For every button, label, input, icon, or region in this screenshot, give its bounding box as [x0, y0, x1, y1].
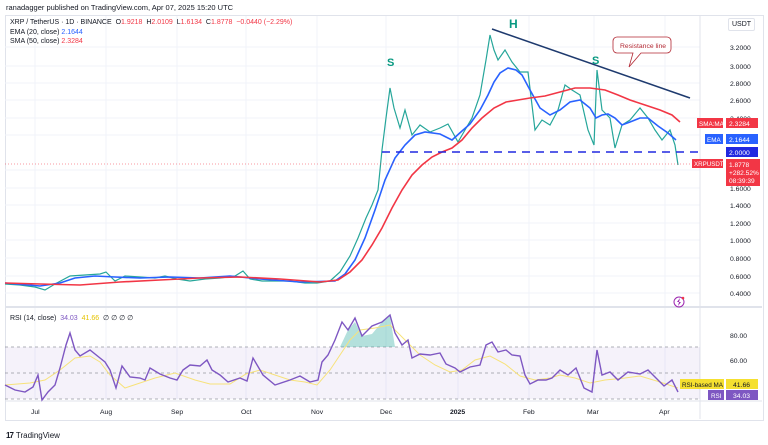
change-value: −0.0440 (−2.29%) — [236, 19, 293, 26]
rsi-axis[interactable]: 80.00 60.00 — [730, 333, 747, 365]
svg-text:+282.52%: +282.52% — [729, 170, 759, 177]
resistance-callout[interactable]: Resistance line — [612, 36, 672, 68]
svg-text:Sep: Sep — [171, 409, 183, 416]
svg-text:EMA: EMA — [707, 137, 721, 144]
svg-text:Resistance line: Resistance line — [620, 43, 666, 50]
svg-text:1.4000: 1.4000 — [730, 203, 751, 210]
chart-frame — [5, 15, 764, 421]
svg-text:80.00: 80.00 — [730, 333, 747, 340]
svg-text:1.2000: 1.2000 — [730, 221, 751, 228]
svg-text:Oct: Oct — [241, 409, 252, 416]
svg-text:2.3284: 2.3284 — [729, 121, 750, 128]
svg-text:1.0000: 1.0000 — [730, 238, 751, 245]
resistance-line[interactable] — [491, 28, 691, 99]
svg-text:1.6000: 1.6000 — [730, 186, 751, 193]
svg-text:1.8778: 1.8778 — [729, 162, 750, 169]
rsi-levels — [5, 346, 700, 400]
ema-badge: EMA 2.1644 — [705, 134, 758, 144]
svg-text:2025: 2025 — [450, 409, 465, 416]
time-axis[interactable]: Jul Aug Sep Oct Nov Dec 2025 Feb Mar Apr — [31, 409, 670, 416]
chart-legend: XRP / TetherUS · 1D · BINANCE O1.9218 H2… — [10, 18, 292, 47]
rsi-line[interactable] — [4, 313, 679, 402]
svg-text:RSI-based MA: RSI-based MA — [682, 382, 724, 389]
tradingview-logo[interactable]: 17 TradingView — [6, 431, 60, 440]
svg-text:0.6000: 0.6000 — [730, 274, 751, 281]
svg-text:XRPUSDT: XRPUSDT — [694, 161, 724, 168]
svg-text:RSI: RSI — [711, 393, 722, 400]
svg-text:Aug: Aug — [100, 409, 112, 416]
svg-text:2.8000: 2.8000 — [730, 81, 751, 88]
right-shoulder-label: S — [592, 55, 599, 67]
svg-text:08:39:39: 08:39:39 — [729, 178, 755, 185]
sma-legend[interactable]: SMA (50, close) 2.3284 — [10, 38, 83, 45]
svg-text:Apr: Apr — [659, 409, 670, 416]
sma-badge: SMA:MA 2.3284 — [697, 118, 758, 128]
low-value: 1.6134 — [180, 19, 203, 26]
svg-text:0.8000: 0.8000 — [730, 256, 751, 263]
rsi-legend[interactable]: RSI (14, close) 34.03 41.66 ∅ ∅ ∅ ∅ — [10, 315, 134, 322]
candlestick-series — [4, 34, 679, 291]
svg-text:2.6000: 2.6000 — [730, 98, 751, 105]
level-badge: 2.0000 — [726, 147, 758, 157]
lightning-alert-icon[interactable] — [673, 296, 685, 308]
currency-button[interactable]: USDT — [728, 18, 756, 31]
rsi-overbought-fill — [340, 316, 395, 347]
svg-text:0.4000: 0.4000 — [730, 291, 751, 298]
svg-text:SMA:MA: SMA:MA — [699, 121, 725, 128]
symbol-row[interactable]: XRP / TetherUS · 1D · BINANCE O1.9218 H2… — [10, 19, 293, 26]
svg-text:Nov: Nov — [311, 409, 324, 416]
svg-text:2.0000: 2.0000 — [729, 150, 750, 157]
ema-legend[interactable]: EMA (20, close) 2.1644 — [10, 28, 83, 36]
svg-text:Mar: Mar — [587, 409, 599, 416]
open-value: 1.9218 — [121, 19, 143, 26]
symbol-price-badge: XRPUSDT 1.8778 +282.52% 08:39:39 — [692, 159, 760, 186]
close-value: 1.8778 — [210, 19, 233, 26]
svg-text:Dec: Dec — [380, 409, 393, 416]
tv-logo-icon: 17 — [6, 431, 14, 440]
svg-text:3.0000: 3.0000 — [730, 64, 751, 71]
svg-text:Feb: Feb — [523, 409, 535, 416]
svg-text:41.66: 41.66 — [733, 382, 750, 389]
head-label: H — [509, 17, 518, 31]
svg-text:34.03: 34.03 — [733, 393, 750, 400]
rsi-ma-badge: RSI-based MA 41.66 — [680, 379, 758, 389]
svg-text:3.2000: 3.2000 — [730, 45, 751, 52]
publisher-credit: ranadagger published on TradingView.com,… — [6, 3, 234, 12]
left-shoulder-label: S — [387, 57, 394, 69]
svg-text:2.1644: 2.1644 — [729, 137, 750, 144]
high-value: 2.0109 — [151, 19, 173, 26]
rsi-value-badge: RSI 34.03 — [708, 390, 758, 400]
symbol-title[interactable]: XRP / TetherUS · 1D · BINANCE — [10, 19, 112, 26]
svg-text:Jul: Jul — [31, 409, 40, 416]
svg-text:60.00: 60.00 — [730, 358, 747, 365]
